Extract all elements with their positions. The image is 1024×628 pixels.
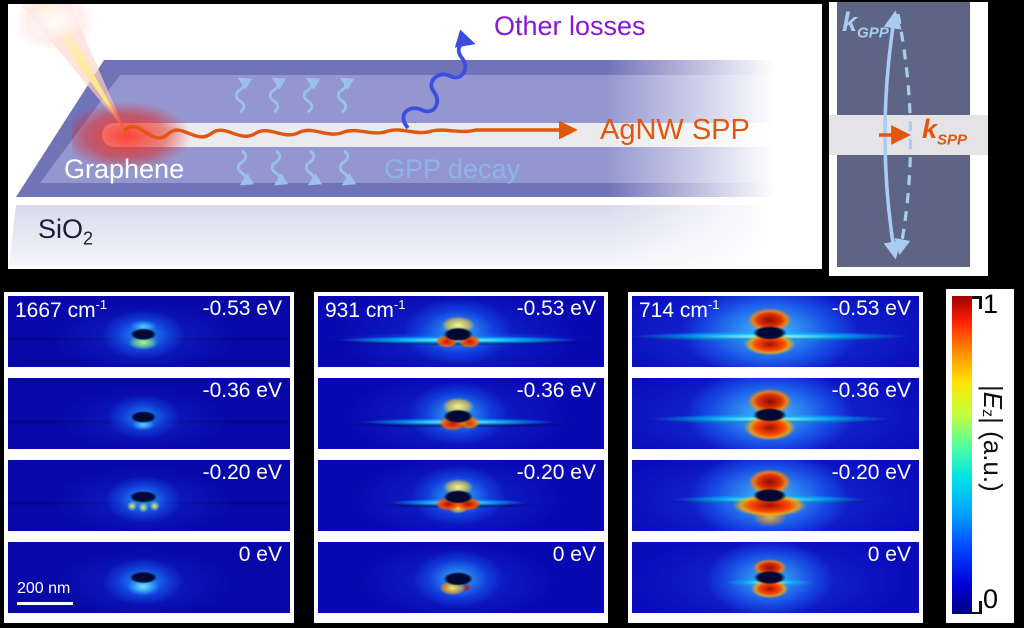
spp-wave-arrow <box>122 120 578 140</box>
fermi-energy-label: -0.53 eV <box>831 297 911 320</box>
field-map-panel: 714 cm-1 -0.53 eV <box>632 296 919 367</box>
colorbar-min-label: 0 <box>983 584 999 614</box>
gpp-decay-arrow-up <box>268 77 287 114</box>
schematic-panel: Other losses AgNW SPP GPP decay Graphene… <box>8 4 822 269</box>
field-map-panel: -0.20 eV <box>8 460 290 531</box>
fermi-energy-label: -0.36 eV <box>202 379 282 402</box>
field-map-panel: -0.20 eV <box>632 460 919 531</box>
field-map-panel: 1667 cm-1 -0.53 eV <box>8 296 290 367</box>
gpp-decay-arrow-down <box>304 149 323 186</box>
gpp-decay-arrow-up <box>302 77 321 114</box>
field-map-column-1667: 1667 cm-1 -0.53 eV -0.36 eV -0.20 eV 0 e… <box>4 292 294 623</box>
field-map-panel: -0.36 eV <box>632 378 919 449</box>
field-map-panel: -0.20 eV <box>318 460 604 531</box>
field-map-column-714: 714 cm-1 -0.53 eV -0.36 eV -0.20 eV 0 eV <box>628 292 923 623</box>
field-map-panel: 931 cm-1 -0.53 eV <box>318 296 604 367</box>
gpp-decay-arrow-down <box>270 149 289 186</box>
fermi-energy-label: 0 eV <box>867 543 911 566</box>
fermi-energy-label: -0.53 eV <box>202 297 282 320</box>
wavenumber-label: 714 cm-1 <box>639 297 720 322</box>
sio2-label: SiO2 <box>38 214 94 249</box>
graphene-label: Graphene <box>64 154 185 184</box>
gpp-decay-arrow-up <box>234 77 253 114</box>
gpp-decay-arrow-down <box>236 149 255 186</box>
field-map-panel: 0 eV 200 nm <box>8 542 290 613</box>
fermi-energy-label: -0.53 eV <box>516 297 596 320</box>
colorbar-tick-max <box>979 296 982 309</box>
momentum-arrows <box>879 10 913 260</box>
fermi-energy-label: -0.20 eV <box>202 461 282 484</box>
fermi-energy-label: -0.36 eV <box>831 379 911 402</box>
fermi-energy-label: 0 eV <box>552 543 596 566</box>
momentum-panel: kGPP kSPP <box>829 2 988 276</box>
gpp-decay-label: GPP decay <box>384 154 521 184</box>
colorbar-tick-min <box>972 611 981 614</box>
other-losses-label: Other losses <box>494 11 646 41</box>
colorbar-gradient <box>952 296 972 614</box>
colorbar-max-label: 1 <box>983 289 999 319</box>
k-spp-label: kSPP <box>922 114 968 149</box>
colorbar-tick-min <box>979 601 982 614</box>
schematic-arrows <box>122 29 578 186</box>
scale-bar-line <box>17 602 73 605</box>
wavenumber-label: 1667 cm-1 <box>15 297 108 322</box>
field-map-panel: 0 eV <box>318 542 604 613</box>
laser-source-glow <box>16 4 94 50</box>
colorbar-axis-label: |Ez| (a.u.) <box>978 385 1008 492</box>
fermi-energy-label: -0.20 eV <box>831 461 911 484</box>
slab-fade-overlay <box>606 4 822 269</box>
excitation-hotspot <box>72 102 190 170</box>
agnw-spp-label: AgNW SPP <box>600 114 750 146</box>
field-map-column-931: 931 cm-1 -0.53 eV -0.36 eV -0.20 eV 0 eV <box>314 292 608 623</box>
fermi-energy-label: -0.20 eV <box>516 461 596 484</box>
scale-bar-label: 200 nm <box>17 580 71 597</box>
fermi-energy-label: 0 eV <box>238 543 282 566</box>
fermi-energy-label: -0.36 eV <box>516 379 596 402</box>
other-losses-arrow <box>401 29 476 130</box>
k-gpp-label: kGPP <box>842 7 889 42</box>
wavenumber-label: 931 cm-1 <box>325 297 406 322</box>
colorbar-tick-max <box>972 296 981 299</box>
k-gpp-arc-dashed <box>894 13 913 256</box>
field-map-panel: -0.36 eV <box>8 378 290 449</box>
field-map-panel: -0.36 eV <box>318 378 604 449</box>
colorbar-panel: 1 0 |Ez| (a.u.) <box>946 289 1014 623</box>
field-map-panel: 0 eV <box>632 542 919 613</box>
gpp-decay-arrow-down <box>338 149 357 186</box>
gpp-decay-arrow-up <box>336 77 355 114</box>
